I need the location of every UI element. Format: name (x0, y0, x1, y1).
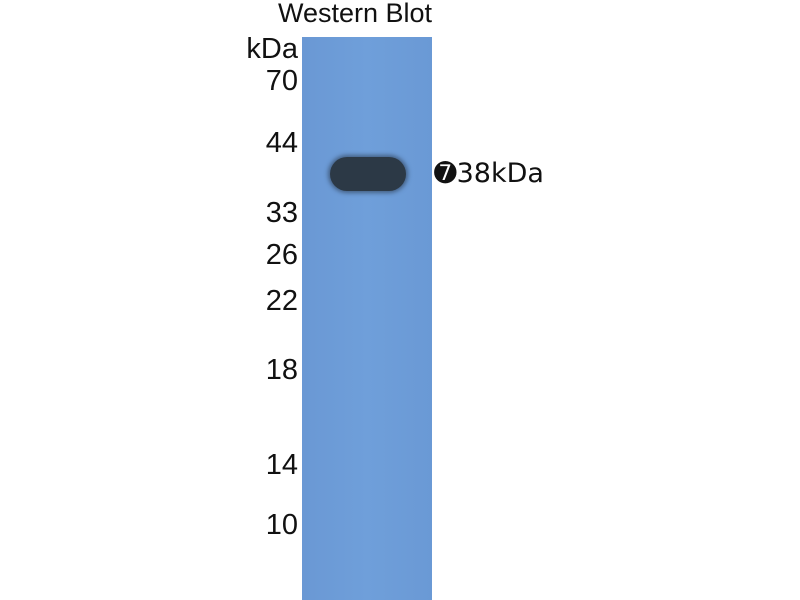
marker-26: 26 (265, 239, 298, 271)
protein-band (330, 157, 406, 191)
blot-lane (302, 37, 432, 600)
marker-70: 70 (265, 65, 298, 97)
marker-22: 22 (265, 285, 298, 317)
marker-10: 10 (265, 509, 298, 541)
marker-14: 14 (265, 449, 298, 481)
unit-label: kDa (246, 33, 298, 65)
blot-title: Western Blot (277, 0, 433, 28)
marker-44: 44 (265, 127, 298, 159)
band-annotation: ➐38kDa (434, 158, 544, 189)
marker-33: 33 (265, 197, 298, 229)
marker-18: 18 (265, 354, 298, 386)
